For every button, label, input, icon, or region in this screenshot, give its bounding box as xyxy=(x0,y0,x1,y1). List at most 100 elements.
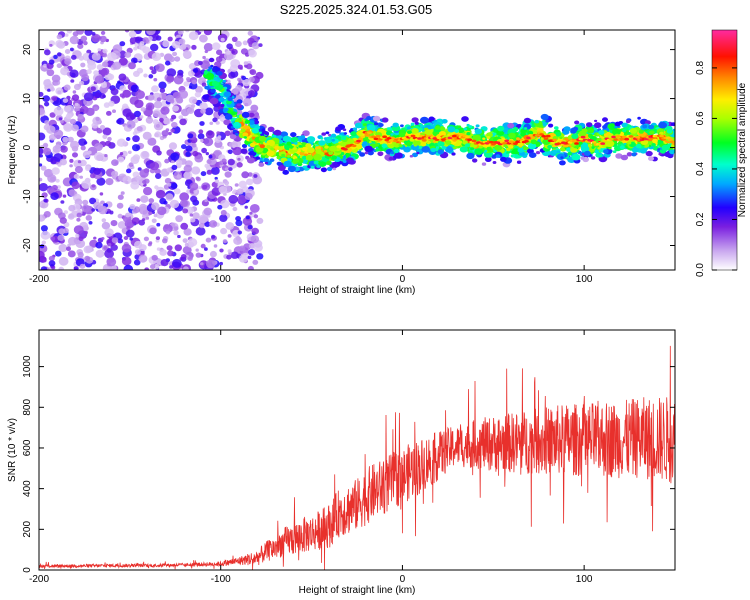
spectrogram-cell xyxy=(188,96,197,104)
spectrogram-cell xyxy=(209,97,219,105)
spectrogram-cell xyxy=(117,213,123,219)
spectrogram-cell xyxy=(639,148,647,154)
spectrogram-cell xyxy=(244,192,253,200)
spectrogram-cell xyxy=(121,256,132,266)
spectrogram-cell xyxy=(126,226,131,230)
spectrogram-cell xyxy=(482,137,486,140)
spectrogram-cell xyxy=(411,127,419,134)
spectrogram-cell xyxy=(560,156,564,159)
snr-ytick-label: 200 xyxy=(22,521,33,538)
spectrogram-cell xyxy=(89,197,97,205)
spectrogram-cell xyxy=(602,117,608,122)
spectrogram-cell xyxy=(215,56,223,63)
spectrogram-cell xyxy=(530,136,536,139)
spectrogram-cell xyxy=(290,132,297,138)
spectrogram-cell xyxy=(67,236,78,246)
spectrogram-cell xyxy=(145,102,155,111)
spectrogram-cell xyxy=(85,165,91,171)
spectrogram-cell xyxy=(141,151,149,158)
spectrogram-cell xyxy=(286,154,291,158)
spectrogram-cell xyxy=(90,86,96,92)
spectrogram-cell xyxy=(60,145,68,153)
spectrogram-cell xyxy=(149,227,157,235)
spectrogram-cell xyxy=(424,129,433,136)
spectrogram-cell xyxy=(183,81,190,87)
spectrogram-cell xyxy=(276,161,282,166)
spectrogram-plot-area xyxy=(39,30,675,270)
spectrogram-cell xyxy=(554,131,562,137)
spectrogram-cell xyxy=(258,131,262,134)
spectrogram-cell xyxy=(120,191,125,195)
spectrogram-cell xyxy=(226,254,232,260)
spectrogram-cell xyxy=(665,136,671,140)
spectrogram-cell xyxy=(132,154,141,161)
spectrogram-cell xyxy=(627,141,632,145)
spectrogram-cell xyxy=(305,154,313,161)
spectrogram-cell xyxy=(85,215,93,221)
spectrogram-cell xyxy=(305,143,312,149)
spectrogram-cell xyxy=(123,236,129,240)
spectrogram-cell xyxy=(50,236,56,241)
spectrogram-cell xyxy=(294,142,298,145)
spectrogram-cell xyxy=(99,35,107,43)
spectrogram-cell xyxy=(508,144,514,149)
snr-ytick-label: 400 xyxy=(22,480,33,497)
spectrogram-cell xyxy=(232,129,237,133)
spectrogram-cell xyxy=(615,153,623,159)
spectrogram-cell xyxy=(320,167,327,173)
spectrogram-cell xyxy=(51,167,60,175)
spectrogram-cell xyxy=(322,158,328,162)
spectrogram-cell xyxy=(78,55,85,61)
spectrogram-cell xyxy=(107,243,112,247)
spectrogram-cell xyxy=(248,150,257,157)
spectrogram-cell xyxy=(179,257,184,261)
spectrogram-cell xyxy=(523,127,528,130)
spectrogram-cell xyxy=(504,139,510,143)
spectrogram-cell xyxy=(392,141,397,145)
spectrogram-cell xyxy=(46,79,51,82)
spectrogram-cell xyxy=(187,256,193,261)
spectrogram-cell xyxy=(404,138,409,141)
spectrogram-cell xyxy=(258,162,265,167)
spectrogram-cell xyxy=(301,146,309,152)
spectrogram-cell xyxy=(206,72,214,79)
spectrogram-cell xyxy=(151,202,160,211)
spectrogram-cell xyxy=(102,53,108,58)
spectrogram-cell xyxy=(258,43,263,47)
spectrogram-cell xyxy=(247,265,254,270)
spectrogram-cell xyxy=(108,100,115,107)
spectrogram-cell xyxy=(567,151,573,156)
spectrogram-cell xyxy=(203,30,212,36)
spectrogram-cell xyxy=(622,135,627,139)
spectrogram-cell xyxy=(101,221,111,230)
spectrogram-cell xyxy=(134,249,141,255)
spectrogram-cell xyxy=(105,140,112,147)
spectrogram-cell xyxy=(224,167,229,171)
spectrogram-cell xyxy=(651,143,656,147)
spectrogram-cell xyxy=(281,153,285,157)
spectrogram-cell xyxy=(266,145,271,149)
spectrogram-cell xyxy=(178,115,184,120)
spectrogram-cell xyxy=(226,50,231,55)
spectrogram-cell xyxy=(528,152,537,159)
spectrogram-cell xyxy=(166,245,173,251)
spectrogram-cell xyxy=(233,236,243,245)
spectrogram-cell xyxy=(218,97,225,103)
spectrogram-cell xyxy=(172,51,178,57)
spectrogram-cell xyxy=(42,95,50,102)
spectrogram-cell xyxy=(39,183,48,192)
spectrogram-cell xyxy=(186,107,195,114)
spectrogram-cell xyxy=(50,192,59,201)
spectrogram-cell xyxy=(610,125,616,130)
spectrogram-cell xyxy=(80,35,88,42)
spectrogram-cell xyxy=(59,120,64,124)
spectrogram-cell xyxy=(631,152,637,157)
spectrogram-cell xyxy=(93,167,101,175)
spectrogram-cell xyxy=(236,103,241,107)
spectrogram-cell xyxy=(625,119,631,124)
spectrogram-cell xyxy=(112,61,122,70)
spectrogram-cell xyxy=(367,131,372,135)
spectrogram-cell xyxy=(171,114,177,120)
spectrogram-cell xyxy=(219,248,224,253)
colorbar: 0.0 0.2 0.4 0.6 0.8 Normalized spectral ampl… xyxy=(695,29,748,277)
